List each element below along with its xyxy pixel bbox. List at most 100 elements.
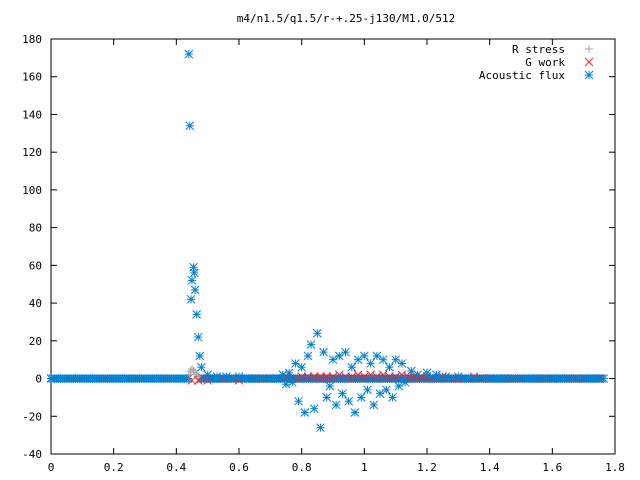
series-point-acoustic-flux bbox=[93, 374, 103, 383]
series-point-g-work bbox=[385, 372, 394, 382]
series-point-acoustic-flux bbox=[56, 374, 65, 383]
legend-marker bbox=[584, 70, 594, 80]
x-tick-label: 0.2 bbox=[104, 461, 124, 474]
series-point-acoustic-flux bbox=[197, 362, 206, 372]
series-point-acoustic-flux bbox=[397, 359, 407, 368]
series-point-acoustic-flux bbox=[500, 374, 510, 383]
series-point-acoustic-flux bbox=[331, 400, 341, 410]
series-point-acoustic-flux bbox=[46, 374, 56, 383]
y-tick-label: 100 bbox=[22, 184, 42, 197]
legend-label: G work bbox=[525, 56, 565, 69]
series-point-acoustic-flux bbox=[363, 385, 372, 395]
series-point-acoustic-flux bbox=[287, 377, 297, 387]
series-point-g-work bbox=[297, 372, 307, 382]
series-point-g-work bbox=[187, 376, 197, 385]
series-point-acoustic-flux bbox=[178, 374, 187, 383]
plot-area: 0 0.2 0.4 0.6 0.8 1 1.2 1.4 1.6 1.8 -40 -20 0 20 40 60 8… bbox=[22, 33, 625, 474]
series-point-acoustic-flux bbox=[344, 396, 354, 406]
x-tick-label: 0.8 bbox=[292, 461, 312, 474]
y-tick-label: 180 bbox=[22, 33, 42, 46]
series-point-acoustic-flux bbox=[278, 370, 288, 380]
series-point-acoustic-flux bbox=[319, 347, 328, 357]
series-point-acoustic-flux bbox=[378, 355, 388, 365]
series-point-acoustic-flux bbox=[375, 389, 385, 398]
series-point-acoustic-flux bbox=[121, 374, 131, 383]
series-point-acoustic-flux bbox=[184, 49, 194, 59]
series-point-acoustic-flux bbox=[187, 276, 197, 285]
series-point-acoustic-flux bbox=[485, 374, 495, 383]
y-tick-label: 80 bbox=[29, 222, 42, 235]
series-point-g-work bbox=[366, 370, 375, 380]
series-point-acoustic-flux bbox=[203, 370, 213, 380]
series-point-acoustic-flux bbox=[112, 374, 122, 383]
series-point-acoustic-flux bbox=[234, 372, 244, 382]
series-point-r-stress bbox=[192, 370, 201, 379]
y-tick-label: 20 bbox=[29, 335, 42, 348]
plot-frame bbox=[50, 38, 616, 455]
y-tick-label: 140 bbox=[22, 108, 42, 121]
series-point-acoustic-flux bbox=[325, 381, 335, 391]
series-point-acoustic-flux bbox=[195, 351, 205, 361]
series-point-g-work bbox=[347, 372, 357, 382]
series-point-acoustic-flux bbox=[284, 368, 294, 378]
series-point-acoustic-flux bbox=[579, 374, 589, 383]
y-tick-label: 120 bbox=[22, 146, 42, 159]
series-point-acoustic-flux bbox=[74, 374, 84, 383]
series-point-acoustic-flux bbox=[281, 379, 291, 389]
chart-title: m4/n1.5/q1.5/r-+.25-j130/M1.0/512 bbox=[237, 12, 456, 25]
series-point-acoustic-flux bbox=[347, 362, 357, 372]
series-point-acoustic-flux bbox=[265, 374, 275, 383]
series-point-g-work bbox=[193, 376, 203, 385]
series-point-acoustic-flux bbox=[369, 400, 379, 410]
series-point-acoustic-flux bbox=[532, 374, 542, 383]
series-point-acoustic-flux bbox=[222, 372, 231, 382]
x-tick-label: 1.4 bbox=[480, 461, 500, 474]
series-point-acoustic-flux bbox=[516, 374, 526, 383]
series-point-acoustic-flux bbox=[150, 374, 159, 383]
y-tick-label: -40 bbox=[22, 448, 42, 461]
series-point-acoustic-flux bbox=[385, 362, 394, 372]
series-point-g-work bbox=[316, 372, 325, 382]
series-point-acoustic-flux bbox=[212, 372, 222, 382]
series-point-acoustic-flux bbox=[168, 374, 178, 383]
y-tick-label: 60 bbox=[29, 259, 42, 272]
series-point-acoustic-flux bbox=[300, 408, 310, 417]
series-point-acoustic-flux bbox=[131, 374, 140, 383]
series-point-g-work bbox=[334, 370, 344, 380]
series-point-g-work bbox=[391, 372, 401, 382]
series-point-g-work bbox=[359, 372, 369, 382]
series-point-acoustic-flux bbox=[193, 332, 203, 342]
series-point-acoustic-flux bbox=[316, 423, 325, 432]
series-point-acoustic-flux bbox=[338, 389, 347, 398]
series-point-acoustic-flux bbox=[469, 374, 479, 383]
x-tick-label: 1.8 bbox=[605, 461, 625, 474]
series-point-acoustic-flux bbox=[250, 374, 260, 383]
series-point-acoustic-flux bbox=[297, 362, 307, 372]
x-tick-label: 0 bbox=[48, 461, 55, 474]
series-point-acoustic-flux bbox=[186, 294, 196, 304]
x-tick-label: 1.6 bbox=[542, 461, 562, 474]
series-point-acoustic-flux bbox=[185, 121, 195, 131]
series-point-acoustic-flux bbox=[381, 385, 391, 395]
series-point-acoustic-flux bbox=[103, 374, 112, 383]
series-point-acoustic-flux bbox=[350, 408, 360, 417]
series-point-acoustic-flux bbox=[400, 377, 410, 387]
series-point-g-work bbox=[353, 370, 363, 380]
series-point-g-work bbox=[397, 370, 407, 380]
series-point-acoustic-flux bbox=[413, 370, 422, 380]
series-point-acoustic-flux bbox=[341, 347, 350, 357]
series-point-acoustic-flux bbox=[359, 351, 369, 361]
series-point-acoustic-flux bbox=[432, 370, 441, 380]
series-point-acoustic-flux bbox=[65, 374, 75, 383]
legend-label: R stress bbox=[512, 43, 565, 56]
series-point-g-work bbox=[378, 370, 388, 380]
series-point-g-work bbox=[372, 372, 382, 382]
series-point-g-work bbox=[341, 372, 350, 382]
series-point-acoustic-flux bbox=[159, 374, 169, 383]
x-tick-label: 0.6 bbox=[229, 461, 249, 474]
series-point-acoustic-flux bbox=[453, 372, 463, 382]
x-tick-label: 0.4 bbox=[166, 461, 186, 474]
series-point-acoustic-flux bbox=[356, 393, 366, 402]
series-point-acoustic-flux bbox=[594, 374, 604, 383]
